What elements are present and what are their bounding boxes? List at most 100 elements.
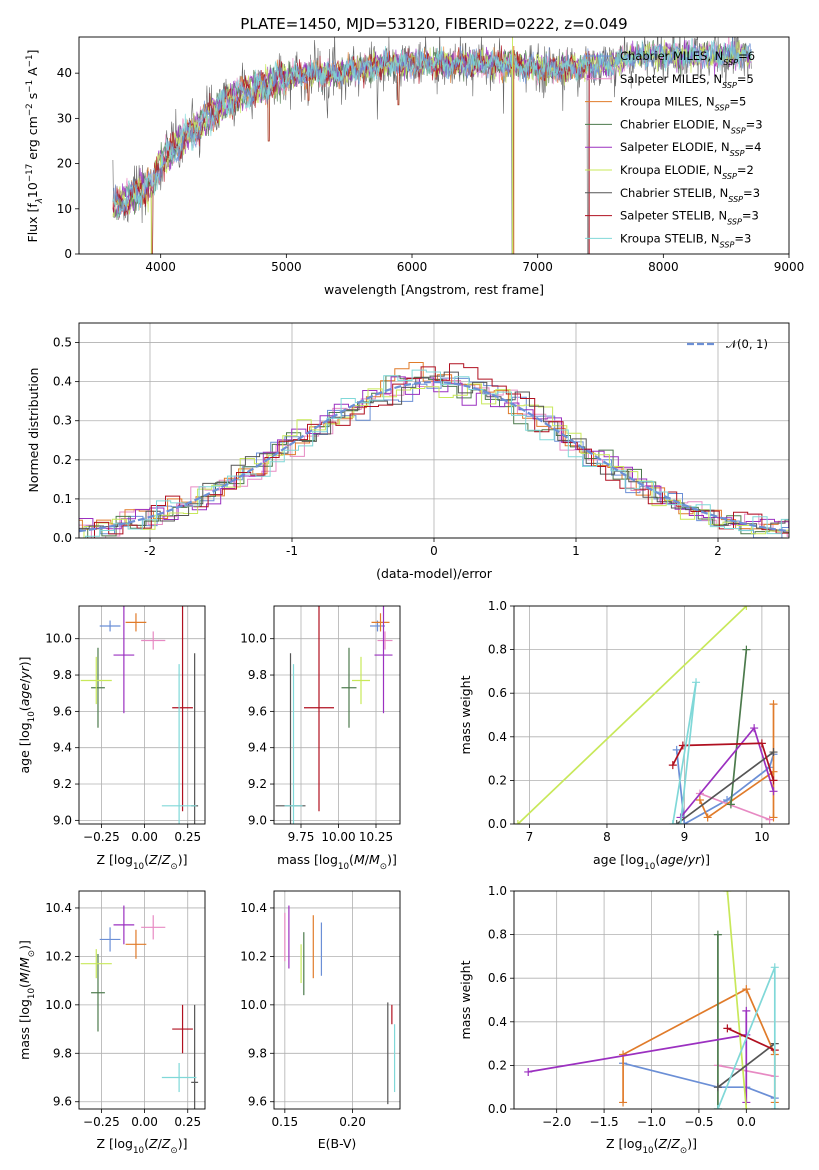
errorbars — [275, 606, 393, 824]
y-axis-label-part: 10 — [25, 182, 40, 198]
axes-frame — [513, 890, 790, 1110]
legend-entry-chabrier_elodie: Chabrier ELODIE, NSSP=3 — [620, 117, 763, 135]
x-axis-label-part: )] — [687, 1136, 697, 1151]
weight-line-chabrier_stelib — [676, 751, 775, 824]
y-tick-label: 10.4 — [240, 901, 267, 915]
histogram-chabrier_stelib — [79, 371, 789, 529]
legend-entry-chabrier_miles-part: 6 — [748, 49, 755, 63]
weight-lines — [524, 891, 779, 1109]
y-axis-label-part: −1 — [25, 54, 35, 67]
axes-frame — [273, 890, 401, 1110]
legend-entry-chabrier_miles-part: = — [738, 49, 748, 63]
y-tick-label: 20 — [57, 157, 72, 171]
y-tick-label: 9.8 — [53, 668, 72, 682]
weight-marker-chabrier_stelib — [769, 748, 778, 757]
weight-line-chabrier_stelib — [717, 1042, 776, 1088]
legend-entry-kroupa_stelib-part: = — [734, 231, 744, 245]
weight-line-salpeter_elodie — [528, 1010, 748, 1103]
legend-entry-kroupa_miles-part: Kroupa MILES — [620, 95, 699, 109]
y-axis-label-part: / — [17, 678, 32, 683]
weight-marker-chabrier_elodie — [726, 800, 735, 809]
figure-title: PLATE=1450, MJD=53120, FIBERID=0222, z=0… — [240, 15, 627, 33]
x-tick-label: 0.25 — [174, 830, 201, 844]
legend-entry-chabrier_miles-part: Chabrier MILES — [620, 49, 707, 63]
weight-marker-kroupa_elodie — [742, 1105, 751, 1109]
weight-marker-kroupa_stelib — [713, 1105, 722, 1109]
y-axis-label-part: −17 — [25, 164, 35, 182]
x-tick-label: 0.00 — [131, 1115, 158, 1129]
legend-entry-kroupa_elodie-part: , N — [706, 163, 722, 177]
axes-frame — [78, 890, 206, 1110]
weight-marker-kroupa_miles — [695, 796, 704, 805]
x-tick-label: 1 — [572, 544, 580, 558]
y-axis-label-part: Flux [f — [25, 203, 40, 243]
x-axis-label-part: ( — [144, 1136, 149, 1151]
x-axis-label: E(B-V) — [318, 1136, 357, 1151]
y-axis-label-part: )] — [17, 656, 32, 666]
y-axis-label-part: / — [17, 967, 32, 972]
y-tick-label: 30 — [57, 111, 72, 125]
weight-line-salpeter_stelib — [672, 742, 775, 781]
y-axis-label-part: ] — [25, 50, 40, 55]
x-axis-label-part: ⊙ — [680, 1146, 687, 1156]
legend-entry-chabrier_stelib-part: = — [743, 186, 753, 200]
x-tick-label: 0.20 — [339, 1115, 366, 1129]
y-tick-label: 9.2 — [248, 777, 267, 791]
y-tick-label: 9.8 — [53, 1046, 72, 1060]
legend-entry-salpeter_elodie-part: 4 — [754, 140, 761, 154]
x-tick-label: 8 — [603, 830, 611, 844]
y-axis-label: Normed distribution — [26, 368, 41, 493]
y-axis-label: age [log10(age/yr)] — [17, 656, 37, 773]
histograms — [79, 362, 789, 538]
histogram-salpeter_stelib — [79, 363, 789, 538]
legend-entry-chabrier_miles-part: , N — [707, 49, 723, 63]
legend-entry-kroupa_stelib-part: 3 — [744, 231, 751, 245]
x-axis-label-part: 10 — [644, 862, 655, 872]
x-axis-label: Z [log10(Z/Z⊙)] — [97, 1136, 188, 1156]
axes-mass_vs_Z: −0.25 0.00 0.259.69.810.010.210.4Z [log10(… — [17, 890, 206, 1156]
y-axis-label-part: age — [17, 683, 32, 707]
weight-marker-salpeter_stelib — [757, 739, 766, 748]
x-axis-label-part: / — [158, 1136, 163, 1151]
y-tick-label: 10.0 — [240, 632, 267, 646]
weight-line-kroupa_elodie — [726, 891, 748, 1109]
legend-entry-salpeter_miles-part: SSP — [722, 80, 737, 89]
legend-entry-kroupa_elodie: Kroupa ELODIE, NSSP=2 — [620, 163, 754, 181]
legend-entry-salpeter_miles-part: 5 — [747, 72, 754, 86]
normal-curve — [79, 380, 789, 533]
x-axis-label-part: ⊙ — [170, 1146, 177, 1156]
x-tick-label: −0.25 — [83, 1115, 120, 1129]
legend-entry-kroupa_stelib-part: , N — [704, 231, 720, 245]
x-axis-label-part: M — [369, 852, 380, 867]
y-axis-label-part: yr — [17, 665, 32, 679]
weight-marker-kroupa_elodie — [723, 891, 732, 895]
y-tick-label: 1.0 — [488, 599, 507, 613]
weight-line-chabrier_elodie — [730, 649, 748, 805]
y-axis-label: mass weight — [458, 960, 473, 1039]
x-tick-label: −1.0 — [637, 1115, 666, 1129]
x-axis-label-part: Z — [670, 1136, 680, 1151]
x-axis-label-part: yr — [687, 852, 701, 867]
x-axis-label-part: ( — [655, 852, 660, 867]
weight-marker-kroupa_stelib — [770, 963, 779, 972]
weight-marker-salpeter_stelib — [668, 761, 677, 770]
legend-entry-salpeter_stelib: Salpeter STELIB, NSSP=3 — [620, 209, 759, 227]
x-tick-label: 9 — [681, 830, 689, 844]
y-tick-label: 10.4 — [45, 901, 72, 915]
y-tick-label: 40 — [57, 66, 72, 80]
y-axis-label-part: A — [25, 67, 40, 80]
x-tick-label: 9.75 — [288, 830, 315, 844]
weight-marker-kroupa_miles — [703, 813, 712, 822]
y-tick-label: 10.2 — [240, 949, 267, 963]
legend-entry-salpeter_stelib-part: Salpeter STELIB — [620, 209, 711, 223]
legend-entry-salpeter_miles-part: = — [737, 72, 747, 86]
y-tick-label: 0.0 — [53, 531, 72, 545]
legend-entry-salpeter_elodie-part: Salpeter ELODIE — [620, 140, 714, 154]
x-axis-label-part: )] — [178, 1136, 188, 1151]
x-tick-label: -1 — [286, 544, 298, 558]
x-axis-label: age [log10(age/yr)] — [593, 852, 710, 872]
y-axis-label-part: ( — [17, 983, 32, 988]
y-axis-label-part: 10 — [27, 711, 37, 722]
x-axis-label-part: 10 — [642, 1146, 653, 1156]
axes-frame — [78, 322, 790, 539]
